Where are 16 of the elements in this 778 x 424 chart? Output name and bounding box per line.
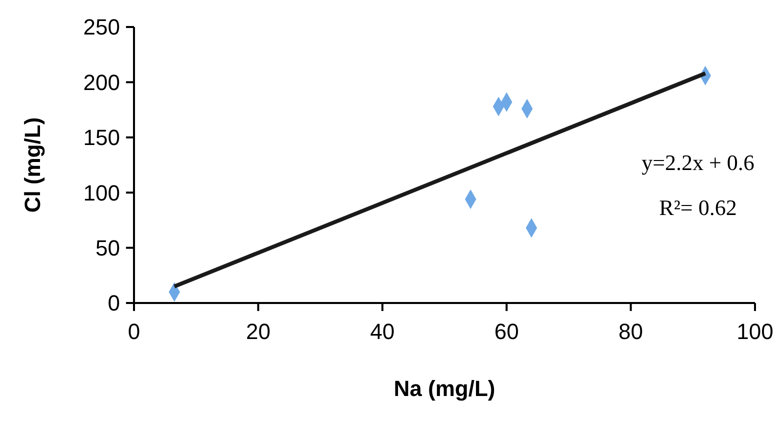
y-tick-label: 150 bbox=[83, 125, 120, 150]
x-tick-label: 80 bbox=[618, 319, 644, 344]
y-axis-title: Cl (mg/L) bbox=[20, 117, 45, 213]
x-axis-title: Na (mg/L) bbox=[394, 376, 496, 401]
y-tick-label: 100 bbox=[83, 180, 120, 206]
x-tick-label: 0 bbox=[128, 319, 140, 344]
y-tick-label: 250 bbox=[83, 14, 120, 40]
x-tick-label: 100 bbox=[736, 319, 774, 344]
y-tick-label: 0 bbox=[108, 290, 120, 316]
y-tick-label: 200 bbox=[83, 70, 120, 95]
x-tick-label: 60 bbox=[494, 319, 519, 344]
x-tick-label: 20 bbox=[246, 319, 270, 344]
x-tick-label: 40 bbox=[370, 319, 395, 344]
y-tick-label: 50 bbox=[96, 236, 120, 260]
annotation: R²= 0.62 bbox=[659, 195, 737, 220]
annotation: y=2.2x + 0.6 bbox=[642, 150, 754, 175]
